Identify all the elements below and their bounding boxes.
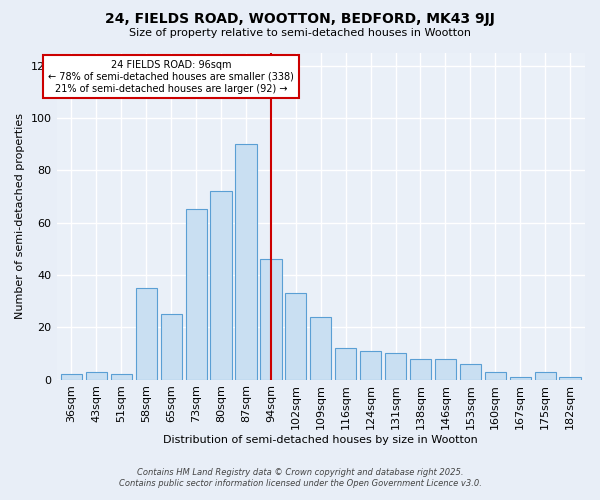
Bar	[136, 288, 157, 380]
Bar	[211, 191, 232, 380]
Bar	[509, 377, 531, 380]
Bar	[260, 259, 281, 380]
Bar	[535, 372, 556, 380]
Text: Contains HM Land Registry data © Crown copyright and database right 2025.
Contai: Contains HM Land Registry data © Crown c…	[119, 468, 481, 487]
X-axis label: Distribution of semi-detached houses by size in Wootton: Distribution of semi-detached houses by …	[163, 435, 478, 445]
Text: 24 FIELDS ROAD: 96sqm
← 78% of semi-detached houses are smaller (338)
21% of sem: 24 FIELDS ROAD: 96sqm ← 78% of semi-deta…	[48, 60, 294, 94]
Bar	[185, 210, 207, 380]
Y-axis label: Number of semi-detached properties: Number of semi-detached properties	[15, 113, 25, 319]
Text: 24, FIELDS ROAD, WOOTTON, BEDFORD, MK43 9JJ: 24, FIELDS ROAD, WOOTTON, BEDFORD, MK43 …	[105, 12, 495, 26]
Text: Size of property relative to semi-detached houses in Wootton: Size of property relative to semi-detach…	[129, 28, 471, 38]
Bar	[410, 358, 431, 380]
Bar	[335, 348, 356, 380]
Bar	[61, 374, 82, 380]
Bar	[360, 351, 381, 380]
Bar	[485, 372, 506, 380]
Bar	[385, 354, 406, 380]
Bar	[235, 144, 257, 380]
Bar	[161, 314, 182, 380]
Bar	[285, 293, 307, 380]
Bar	[460, 364, 481, 380]
Bar	[559, 377, 581, 380]
Bar	[310, 317, 331, 380]
Bar	[111, 374, 132, 380]
Bar	[435, 358, 456, 380]
Bar	[86, 372, 107, 380]
